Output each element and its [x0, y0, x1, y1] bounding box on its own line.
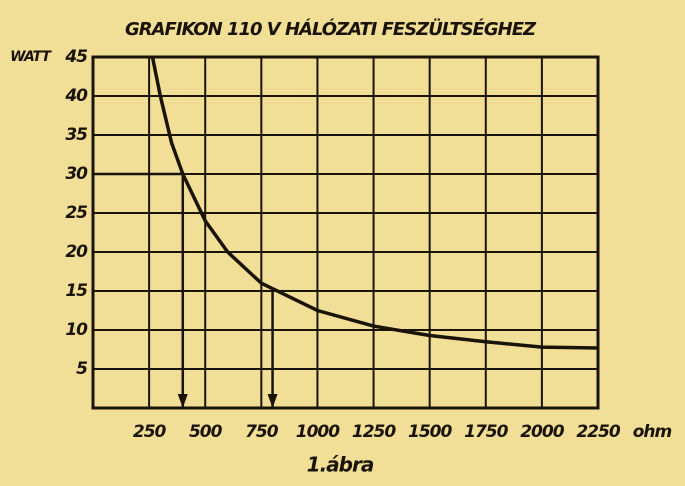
x-tick-label: 250	[133, 422, 167, 442]
x-tick-label: 1750	[464, 422, 508, 442]
arrow-head	[177, 394, 188, 408]
x-tick-label: 2000	[520, 422, 564, 442]
plot-frame	[91, 55, 600, 410]
y-tick-label: 15	[65, 281, 87, 301]
x-axis-label: ohm	[633, 422, 672, 442]
caption: 1.ábra	[307, 453, 374, 477]
y-tick-label: 25	[65, 203, 87, 223]
curve	[150, 56, 599, 350]
y-tick-label: 30	[65, 164, 88, 184]
arrow-head	[267, 394, 278, 408]
x-tick-label: 1250	[352, 422, 396, 442]
y-tick-label: 35	[65, 125, 87, 145]
y-tick-label: 10	[65, 320, 88, 340]
x-tick-label: 1000	[296, 422, 340, 442]
x-tick-label: 750	[245, 422, 279, 442]
y-tick-label: 45	[64, 47, 87, 67]
x-tick-label: 1500	[408, 422, 452, 442]
y-tick-label: 5	[76, 359, 87, 379]
x-tick-label: 500	[189, 422, 223, 442]
y-tick-label: 40	[64, 86, 88, 106]
y-axis-label: WATT	[10, 49, 52, 65]
y-tick-label: 20	[65, 242, 88, 262]
x-tick-label: 2250	[576, 422, 620, 442]
chart-title: GRAFIKON 110 V HÁLÓZATI FESZÜLTSÉGHEZ	[125, 18, 537, 40]
